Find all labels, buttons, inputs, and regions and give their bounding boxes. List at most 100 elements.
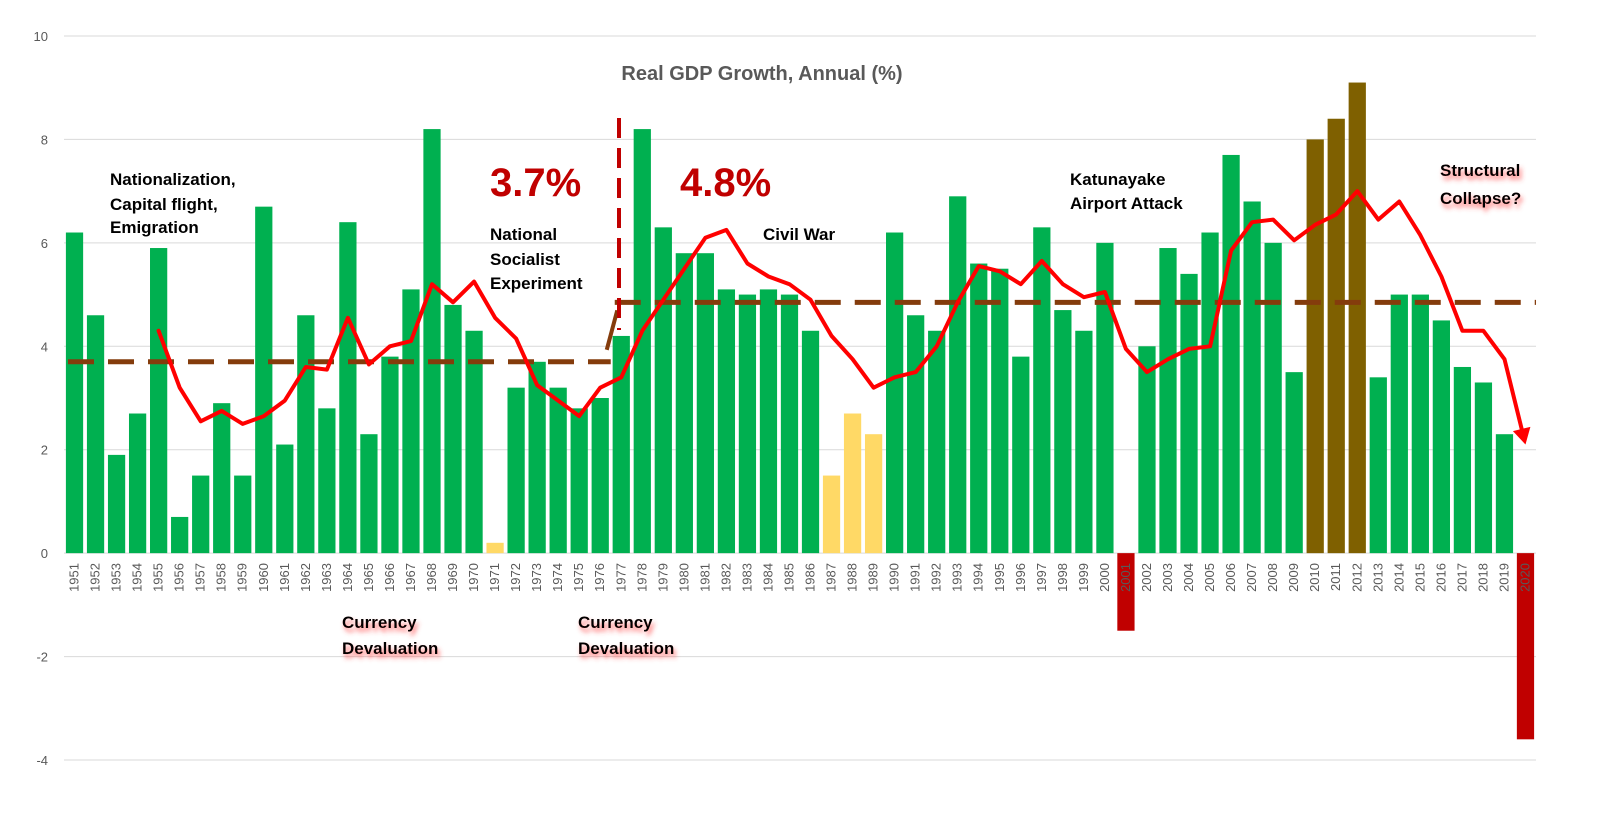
bar-2001 bbox=[1117, 553, 1135, 631]
bar-1963 bbox=[318, 408, 336, 554]
bar-2020 bbox=[1516, 553, 1535, 740]
x-tick-label: 2018 bbox=[1475, 563, 1490, 592]
y-tick-label: 0 bbox=[41, 546, 48, 561]
x-tick-label: 1982 bbox=[718, 563, 733, 592]
bar-1964 bbox=[339, 222, 357, 554]
bar-1996 bbox=[1012, 356, 1030, 554]
annotation-currency-devaluation-1: Currency Devaluation bbox=[342, 613, 438, 658]
x-tick-label: 1970 bbox=[466, 563, 481, 592]
x-tick-label: 2011 bbox=[1328, 563, 1343, 591]
bar-1977 bbox=[612, 335, 630, 554]
x-tick-label: 1958 bbox=[214, 563, 229, 592]
bar-2005 bbox=[1201, 232, 1219, 554]
bar-2004 bbox=[1180, 273, 1198, 554]
bar-1981 bbox=[696, 253, 714, 554]
bar-1975 bbox=[570, 408, 588, 554]
y-tick-label: 10 bbox=[34, 29, 48, 44]
x-tick-label: 1976 bbox=[592, 563, 607, 592]
x-tick-label: 1966 bbox=[382, 563, 397, 592]
x-tick-label: 1979 bbox=[655, 563, 670, 592]
x-tick-label: 2013 bbox=[1370, 563, 1385, 592]
bar-1998 bbox=[1054, 310, 1072, 554]
x-tick-label: 1997 bbox=[1034, 563, 1049, 592]
x-tick-label: 2012 bbox=[1349, 563, 1364, 592]
bar-1959 bbox=[234, 475, 252, 554]
bar-1997 bbox=[1033, 227, 1051, 554]
svg-text:Collapse?: Collapse? bbox=[1440, 189, 1521, 208]
bar-2006 bbox=[1222, 154, 1240, 554]
bar-2013 bbox=[1369, 377, 1387, 554]
x-tick-label: 2015 bbox=[1412, 563, 1427, 592]
x-tick-label: 1996 bbox=[1013, 563, 1028, 592]
x-tick-label: 2003 bbox=[1160, 563, 1175, 592]
x-tick-label: 1968 bbox=[424, 563, 439, 592]
x-tick-label: 2000 bbox=[1097, 563, 1112, 592]
y-tick-label: 6 bbox=[41, 236, 48, 251]
svg-text:Currency: Currency bbox=[342, 613, 417, 632]
x-tick-label: 1973 bbox=[529, 563, 544, 592]
x-tick-label: 1990 bbox=[887, 563, 902, 592]
bar-1957 bbox=[192, 475, 210, 554]
svg-text:Structural: Structural bbox=[1440, 161, 1520, 180]
y-tick-label: 2 bbox=[41, 443, 48, 458]
bar-2007 bbox=[1243, 201, 1261, 554]
average-label-1: 3.7% bbox=[490, 161, 581, 205]
average-lines bbox=[68, 299, 1536, 365]
x-tick-label: 1974 bbox=[550, 563, 565, 592]
bar-1988 bbox=[843, 413, 862, 554]
x-tick-label: 1992 bbox=[929, 563, 944, 592]
bar-2014 bbox=[1390, 294, 1408, 554]
x-tick-label: 1994 bbox=[971, 563, 986, 592]
x-tick-label: 1960 bbox=[256, 563, 271, 592]
bar-2010 bbox=[1306, 139, 1324, 554]
x-tick-label: 1978 bbox=[634, 563, 649, 592]
bar-2002 bbox=[1138, 346, 1156, 554]
bar-2008 bbox=[1264, 242, 1282, 554]
annotation-civil-war: Civil War bbox=[763, 225, 835, 244]
x-tick-label: 1967 bbox=[403, 563, 418, 592]
x-tick-label: 1969 bbox=[445, 563, 460, 592]
x-tick-label: 1986 bbox=[803, 563, 818, 592]
chart-title: Real GDP Growth, Annual (%) bbox=[621, 63, 902, 85]
svg-text:Katunayake: Katunayake bbox=[1070, 170, 1165, 189]
y-tick-label: -4 bbox=[36, 753, 48, 768]
bar-2009 bbox=[1285, 372, 1303, 554]
bars bbox=[65, 82, 1535, 740]
trend-line-path bbox=[156, 189, 1526, 439]
bar-1983 bbox=[738, 294, 757, 554]
average-label-2: 4.8% bbox=[680, 161, 771, 205]
x-tick-label: 1989 bbox=[866, 563, 881, 592]
bar-1990 bbox=[886, 232, 904, 554]
bar-1958 bbox=[213, 403, 231, 554]
bar-1973 bbox=[528, 361, 546, 554]
x-tick-label: 2010 bbox=[1307, 563, 1322, 592]
x-tick-label: 1955 bbox=[151, 563, 166, 592]
bar-1968 bbox=[423, 129, 441, 554]
bar-1995 bbox=[991, 268, 1009, 554]
bar-1961 bbox=[276, 444, 294, 554]
x-tick-label: 1983 bbox=[739, 563, 754, 592]
annotation-structural-collapse: Structural Collapse? bbox=[1440, 161, 1521, 208]
bar-2003 bbox=[1159, 248, 1177, 554]
bar-2019 bbox=[1495, 434, 1514, 554]
x-tick-label: 1962 bbox=[298, 563, 313, 592]
bar-1965 bbox=[360, 434, 378, 554]
bar-1992 bbox=[928, 330, 946, 554]
bar-1972 bbox=[507, 387, 525, 554]
annotation-nationalization: Nationalization, Capital flight, Emigrat… bbox=[110, 170, 236, 237]
x-axis-ticks: 1951 1952 1953 1954 1955 1956 1957 1958 1959 1960… bbox=[67, 563, 1533, 592]
bar-1986 bbox=[801, 330, 820, 554]
bar-1967 bbox=[402, 289, 420, 554]
bar-1985 bbox=[780, 294, 799, 554]
bar-1966 bbox=[381, 356, 399, 554]
svg-text:Airport Attack: Airport Attack bbox=[1070, 194, 1183, 213]
x-tick-label: 2014 bbox=[1391, 563, 1406, 592]
bar-1987 bbox=[822, 475, 841, 554]
y-axis-ticks: 10 8 6 4 2 0 -2 -4 bbox=[34, 29, 48, 768]
bar-1982 bbox=[717, 289, 736, 554]
bar-2000 bbox=[1096, 242, 1114, 554]
bar-1951 bbox=[65, 232, 84, 554]
bar-1952 bbox=[86, 315, 105, 554]
bar-2016 bbox=[1432, 320, 1450, 554]
